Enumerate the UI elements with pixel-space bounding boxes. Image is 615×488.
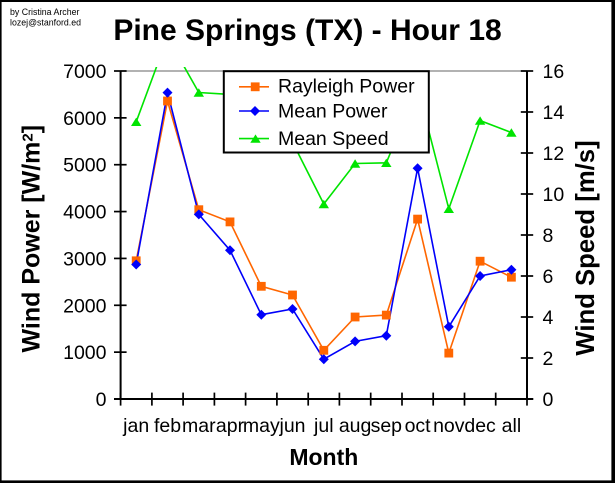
svg-text:dec: dec [464,415,496,437]
svg-text:Month: Month [289,444,358,470]
svg-text:nov: nov [433,415,465,437]
svg-text:aug: aug [339,415,372,437]
svg-text:1000: 1000 [63,342,107,364]
svg-text:jan: jan [122,415,149,437]
svg-text:lozej@stanford.ed: lozej@stanford.ed [10,18,81,28]
svg-text:Wind Power [W/m2]: Wind Power [W/m2] [18,125,46,353]
svg-text:2000: 2000 [63,295,107,317]
svg-text:16: 16 [543,61,565,83]
svg-text:8: 8 [543,225,554,247]
svg-text:Pine Springs (TX) - Hour 18: Pine Springs (TX) - Hour 18 [113,14,501,47]
svg-text:7000: 7000 [63,61,107,83]
svg-text:by Cristina Archer: by Cristina Archer [10,7,79,17]
svg-text:Rayleigh Power: Rayleigh Power [278,75,415,97]
svg-text:6000: 6000 [63,108,107,130]
svg-text:jul: jul [313,415,334,437]
svg-text:oct: oct [405,415,432,437]
svg-text:2: 2 [543,348,554,370]
svg-text:12: 12 [543,143,565,165]
svg-text:Wind Speed [m/s]: Wind Speed [m/s] [572,140,600,355]
svg-text:feb: feb [154,415,181,437]
svg-text:10: 10 [543,184,565,206]
svg-text:0: 0 [96,389,107,411]
svg-text:mar: mar [182,415,216,437]
svg-text:all: all [502,415,522,437]
svg-text:4: 4 [543,307,554,329]
svg-text:apr: apr [216,415,245,437]
svg-text:4000: 4000 [63,202,107,224]
svg-text:3000: 3000 [63,248,107,270]
svg-text:5000: 5000 [63,155,107,177]
svg-text:may: may [243,415,280,437]
svg-text:6: 6 [543,266,554,288]
svg-text:jun: jun [278,415,305,437]
svg-text:0: 0 [543,389,554,411]
svg-text:Mean Speed: Mean Speed [278,128,389,150]
svg-text:sep: sep [371,415,403,437]
svg-text:Mean Power: Mean Power [278,101,388,123]
svg-text:14: 14 [543,102,565,124]
